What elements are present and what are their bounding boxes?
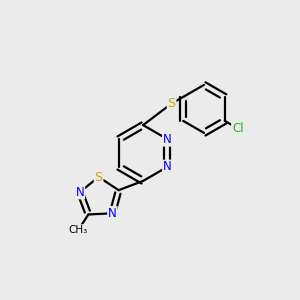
- Text: S: S: [94, 170, 103, 184]
- Text: N: N: [163, 160, 172, 173]
- Text: CH₃: CH₃: [69, 225, 88, 235]
- Text: Cl: Cl: [232, 122, 244, 135]
- Text: N: N: [76, 185, 84, 199]
- Text: N: N: [108, 207, 117, 220]
- Text: N: N: [163, 133, 172, 146]
- Text: S: S: [168, 97, 176, 110]
- Text: N: N: [163, 133, 172, 146]
